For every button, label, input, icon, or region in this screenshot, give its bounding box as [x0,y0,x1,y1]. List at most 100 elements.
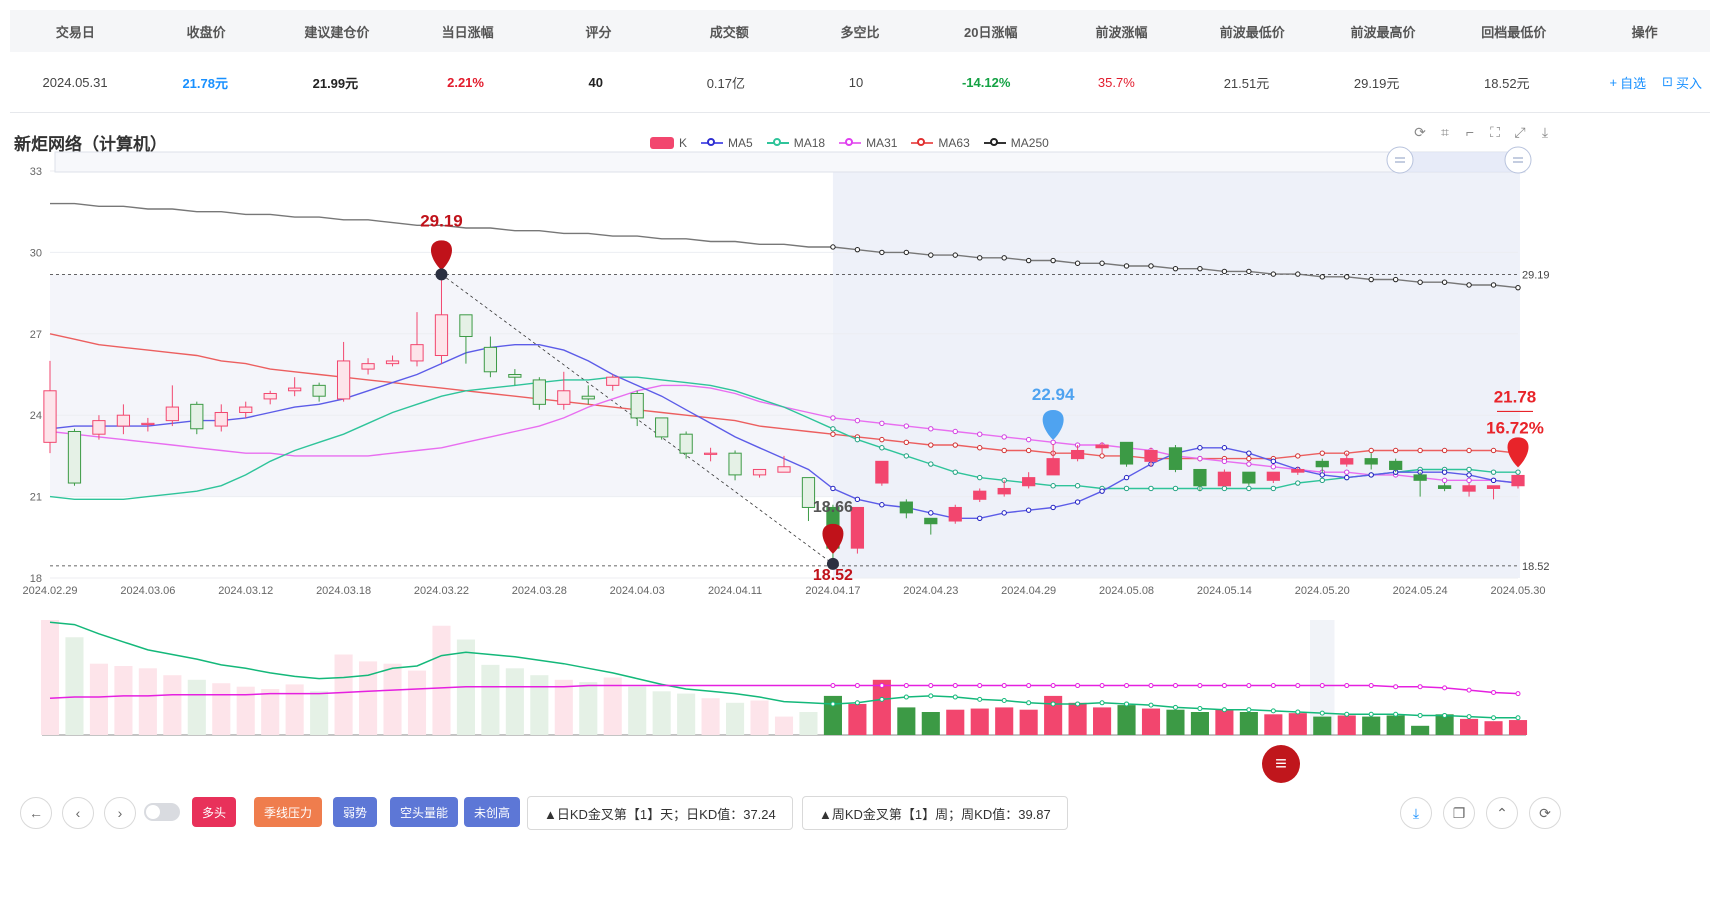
volume-ma-fast-line-point [1001,698,1007,703]
col-header: 20日涨幅 [964,24,1018,40]
ma18-line-point [879,445,885,451]
volume-bar-up [1484,721,1503,735]
low-marker-pin-shape [822,523,844,554]
buy-button[interactable]: ⊡ 买入 [1662,73,1702,92]
ma250-line-point [1515,284,1521,291]
ma250-line-point [903,249,910,256]
volume-bar-up [1460,718,1479,735]
legend-ma31[interactable]: MA31 [839,136,897,150]
candle-down [312,384,326,397]
legend-ma63[interactable]: MA63 [911,136,970,150]
download-button[interactable]: ⤓ [1400,797,1432,829]
ma5-line-point [879,502,885,508]
change-20d: -14.12% [961,74,1011,90]
low-value-label: 18.52 [813,567,853,584]
toggle-switch[interactable] [144,803,180,821]
wave-high: 29.19元 [1353,75,1400,91]
kline-chart[interactable]: 18 21 24 27 30 33 2024.02.29 2024.03.06 2024.03.… [0,100,1720,790]
early-value-label: 18.66 [813,499,853,516]
ma5-line-point [928,510,934,516]
tag-bullish[interactable]: 多头 [192,797,237,827]
candle-down [67,430,82,484]
zoom-slider-handle[interactable] [1504,146,1532,174]
low-marker-dot [826,557,839,570]
copy-button[interactable]: ❐ [1443,797,1475,829]
volume-bar-up [1264,714,1283,735]
fullscreen-icon[interactable]: ⤢ [1514,123,1526,140]
ma250-line-point [1172,265,1179,272]
volume-bar-up [872,679,891,735]
volume-ma-fast-line-point [1393,711,1399,717]
scroll-start-button[interactable]: ← [20,797,52,829]
scroll-right-button[interactable]: › [104,797,136,829]
x-tick-label: 2024.03.06 [120,585,175,597]
download-icon[interactable]: ⤓ [1541,123,1549,140]
col-header: 收盘价 [186,24,226,40]
volume-ma-fast-line-point [1246,707,1252,713]
refresh-icon[interactable]: ⟳ [1414,123,1426,140]
tag-bear-volume[interactable]: 空头量能 [390,797,459,827]
legend-ma31-label: MA31 [866,136,898,150]
ma31-line-point [1270,464,1277,470]
volume-bar-up [603,677,622,735]
candle-down [1242,471,1256,484]
volume-ma-slow-line-point [928,683,934,689]
volume-bar-up [1288,713,1307,735]
tag-no-new-high[interactable]: 未创高 [464,797,521,827]
ma31-line-point [977,431,983,437]
legend-ma18[interactable]: MA18 [766,136,825,150]
volume-ma-slow-line-point [1442,685,1448,691]
add-watchlist-button[interactable]: + 自选 [1610,73,1647,92]
candle-up [1291,468,1305,473]
ma5-line-point [1074,499,1081,505]
candle-down [899,501,913,514]
menu-fab-button[interactable]: ≡ [1262,745,1300,783]
ma250-line-point [1344,274,1350,280]
volume-ma-fast-line-point [977,696,983,702]
ma63-line-point [1001,447,1007,454]
volume-bar-up [383,663,402,735]
legend-ma5-label: MA5 [728,136,753,150]
candle-down [728,452,742,476]
volume-ma-fast-line-point [879,696,885,702]
ma18-line-point [1123,485,1130,492]
ma18-line-point [1295,480,1301,486]
scroll-left-button[interactable]: ‹ [62,797,94,829]
scroll-top-button[interactable]: ⌃ [1486,797,1518,829]
zoom-select-icon[interactable]: ⌗ [1441,123,1449,140]
ma63-line-point [977,445,983,451]
refresh-button[interactable]: ⟳ [1529,797,1561,829]
restore-icon[interactable]: ⛶ [1490,123,1500,140]
ma18-line-point [1270,485,1277,492]
legend-ma250-swatch [983,138,1006,146]
last-marker-pin-shape [1507,437,1529,468]
candle-up [141,422,155,426]
ma5-line-point [1490,477,1497,484]
tag-season-pressure[interactable]: 季线压力 [254,797,323,827]
chart-title: 新炬网络（计算机） [14,135,167,154]
ma18-line-point [1490,469,1497,475]
ma5-line-point [1319,472,1325,478]
volume-bar-up [236,686,255,735]
ma63-line-point [1466,447,1472,454]
legend-ma250[interactable]: MA250 [983,136,1049,150]
volume-ma-slow-line-point [952,683,958,689]
candle-up [385,360,400,365]
candle-up [850,506,865,549]
ma31-line-point [952,428,958,435]
volume-ma-fast-line-point [1172,704,1178,710]
volume-ma-fast-line-point [830,701,836,707]
daily-kd-info: ▲日KD金叉第【1】天；日KD值：37.24 [527,796,793,830]
zoom-slider-handle[interactable] [1386,146,1414,174]
volume-ma-slow-line-point [830,683,836,689]
guide-label-high: 29.19 [1522,269,1550,281]
ma31-line-point [1050,439,1056,446]
tag-weak[interactable]: 弱势 [333,797,378,827]
volume-ma-slow-line-point [1270,683,1276,689]
legend-k[interactable]: K [650,136,687,150]
volume-bar-down [628,686,647,735]
zoom-reset-icon[interactable]: ⌐ [1465,124,1475,140]
legend-ma5[interactable]: MA5 [701,136,753,150]
volume-bar-down [1313,716,1332,735]
candle-down [532,379,546,405]
